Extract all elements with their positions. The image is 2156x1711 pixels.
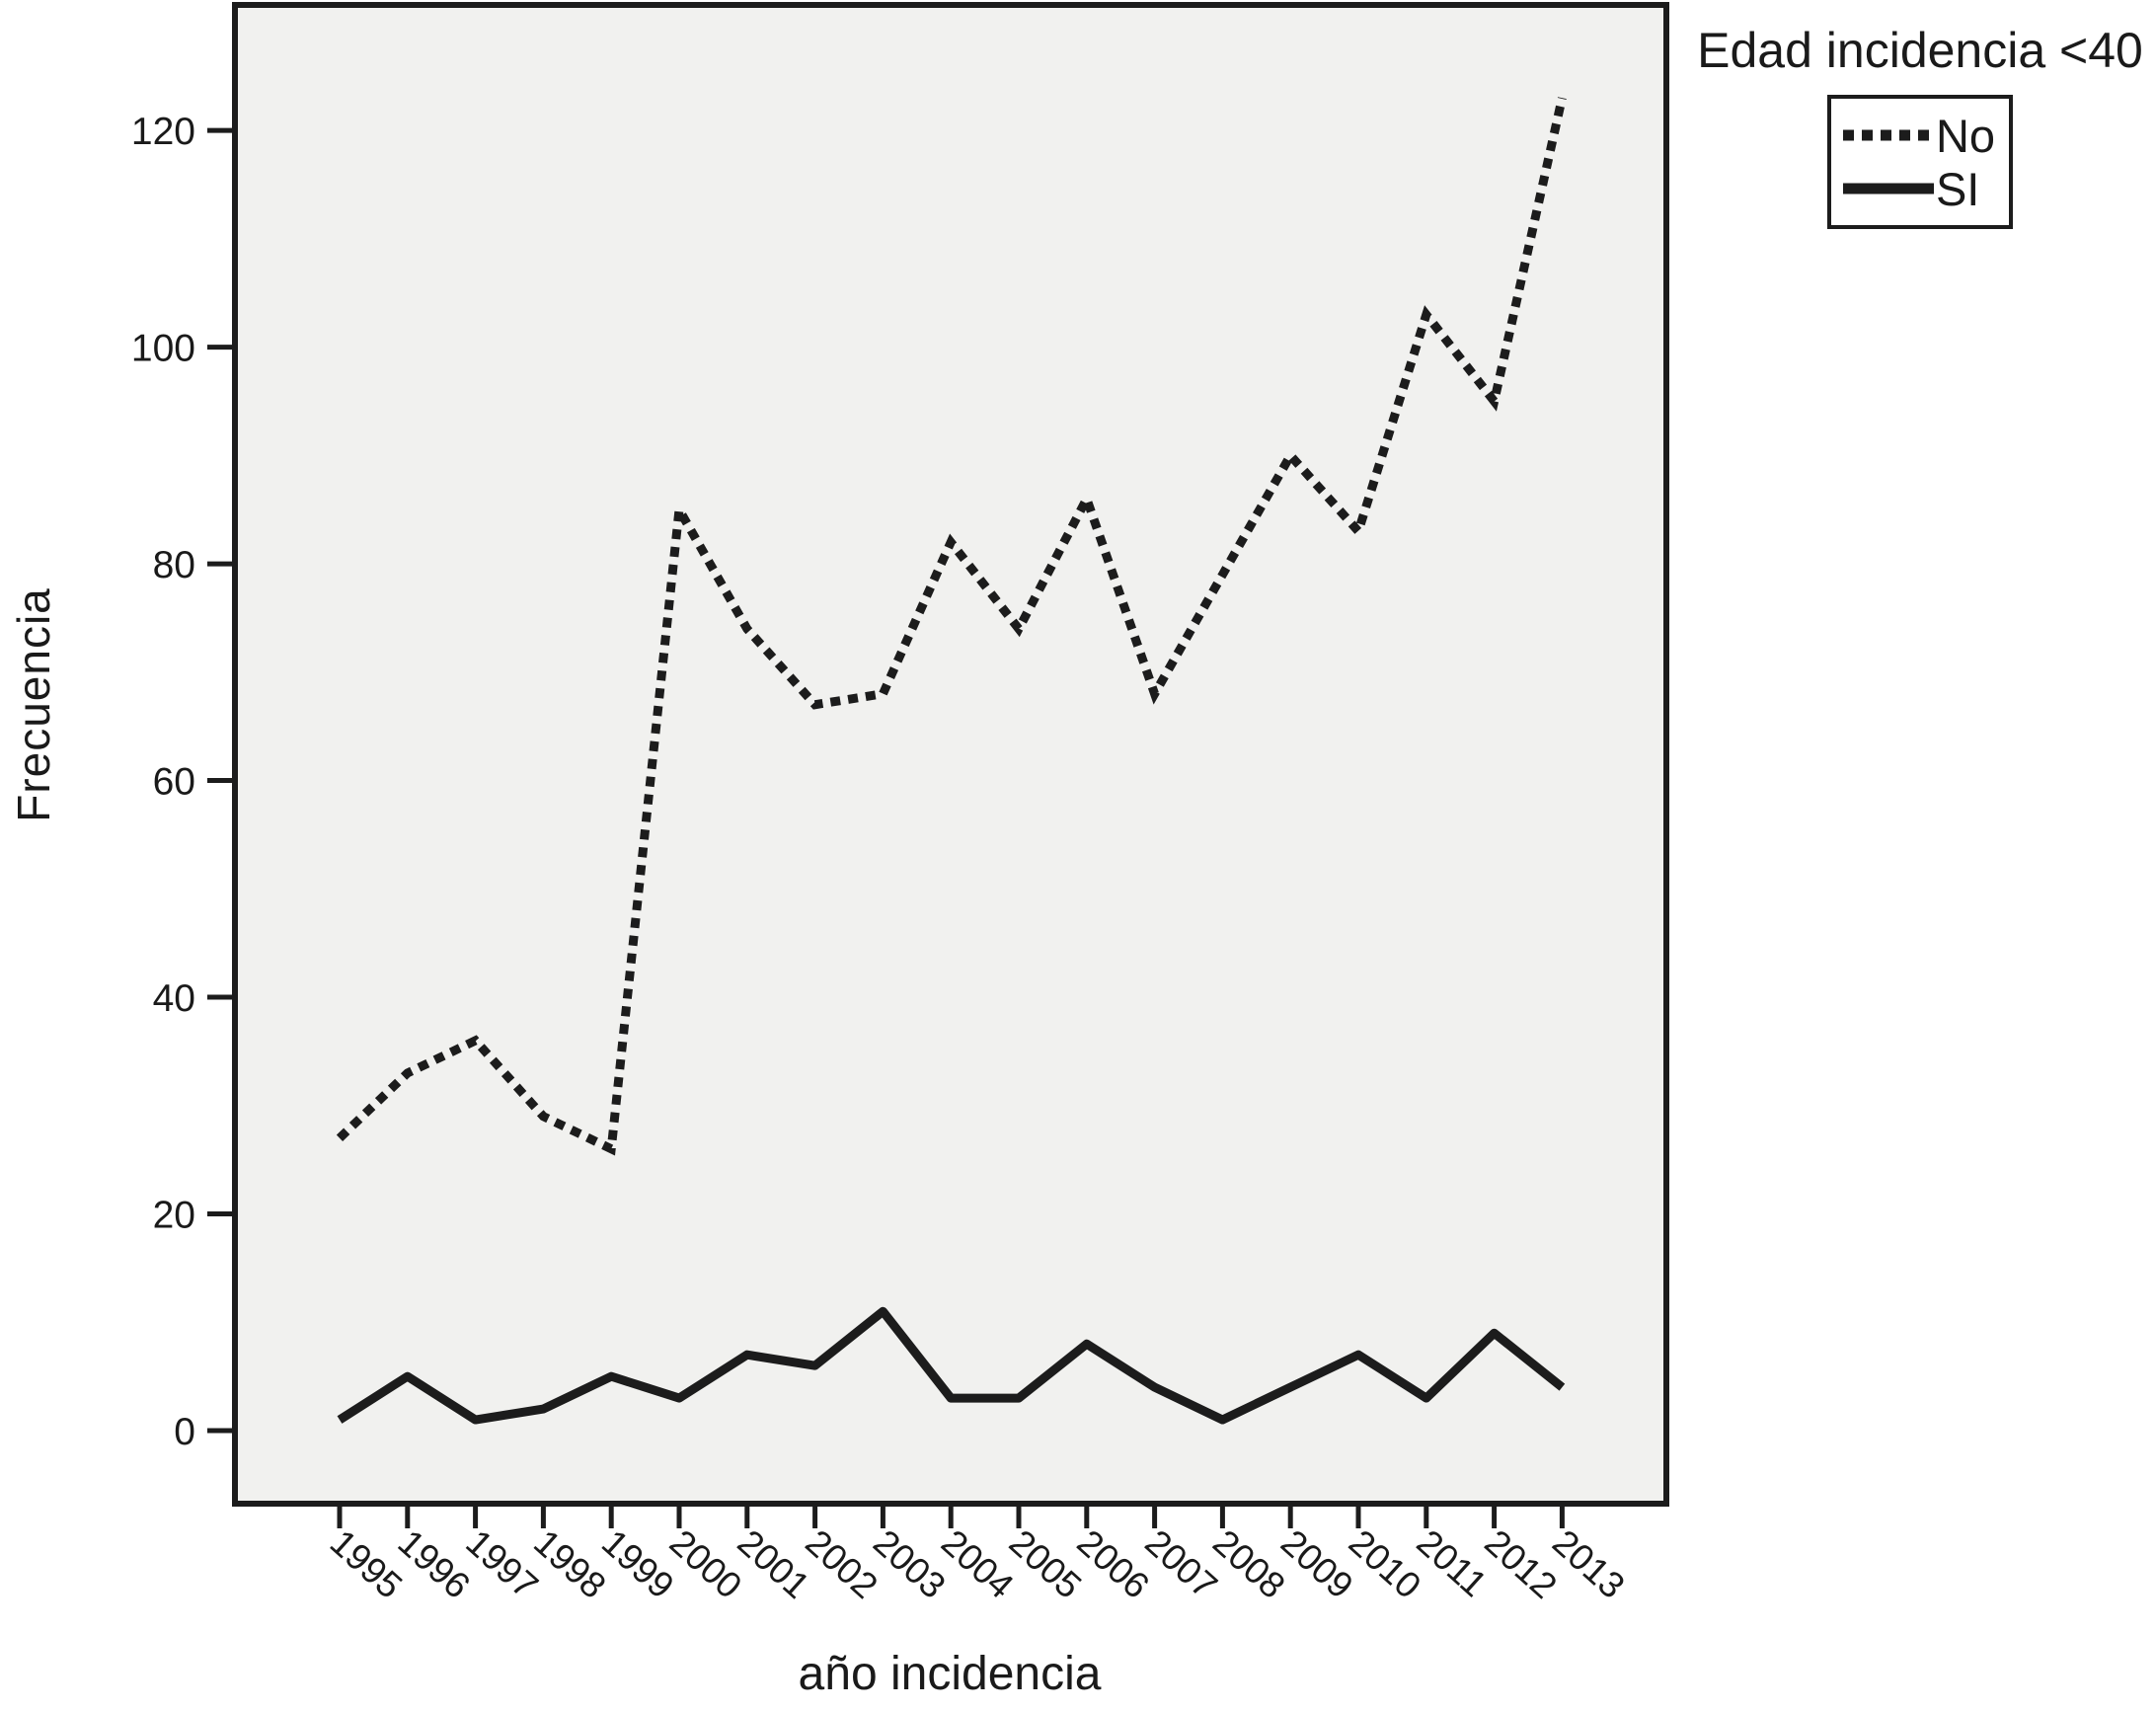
series-line-no xyxy=(336,97,1567,1156)
x-tick-label: 1998 xyxy=(526,1521,614,1606)
legend-label-si: SI xyxy=(1935,162,1980,215)
x-tick-label: 2001 xyxy=(730,1521,817,1606)
legend-title: Edad incidencia <40 xyxy=(1697,23,2143,78)
y-tick-label: 120 xyxy=(131,111,195,153)
x-tick-label: 2012 xyxy=(1477,1521,1565,1606)
x-tick-label: 2008 xyxy=(1205,1521,1293,1606)
x-tick-label: 2003 xyxy=(866,1521,954,1606)
y-axis-title: Frecuencia xyxy=(8,587,59,822)
y-tick-label: 40 xyxy=(153,977,195,1020)
x-tick-label: 2010 xyxy=(1342,1521,1429,1606)
plot-area xyxy=(232,2,1669,1507)
legend-item-no: No xyxy=(1842,109,1996,162)
x-tick-label: 2004 xyxy=(934,1521,1022,1606)
x-tick-label: 1999 xyxy=(594,1521,682,1606)
solid-line-sample-icon xyxy=(1842,183,1934,194)
y-tick-label: 60 xyxy=(153,761,195,804)
y-tick-label: 0 xyxy=(174,1411,195,1453)
x-tick-label: 1995 xyxy=(323,1521,411,1606)
x-tick-label: 2013 xyxy=(1545,1521,1633,1606)
x-tick-label: 2009 xyxy=(1273,1521,1361,1606)
x-tick-label: 2000 xyxy=(662,1521,750,1606)
x-tick-label: 2007 xyxy=(1137,1521,1225,1606)
y-tick-label: 100 xyxy=(131,328,195,370)
x-tick-label: 2006 xyxy=(1069,1521,1157,1606)
x-tick-label: 2005 xyxy=(1002,1521,1090,1606)
legend-box: No SI xyxy=(1826,95,2014,229)
legend: Edad incidencia <40 No SI xyxy=(1690,22,2150,229)
y-tick-label: 80 xyxy=(153,544,195,586)
x-tick-label: 2011 xyxy=(1409,1521,1495,1604)
dotted-line-sample-icon xyxy=(1842,129,1934,141)
x-tick-label: 1996 xyxy=(390,1521,478,1606)
x-tick-label: 1997 xyxy=(458,1521,546,1606)
legend-item-si: SI xyxy=(1842,162,1995,215)
x-tick-label: 2002 xyxy=(798,1521,886,1606)
x-axis-title: año incidencia xyxy=(798,1648,1102,1700)
series-line-si xyxy=(337,1306,1566,1425)
y-tick-label: 20 xyxy=(153,1195,195,1237)
legend-label-no: No xyxy=(1935,109,1996,162)
